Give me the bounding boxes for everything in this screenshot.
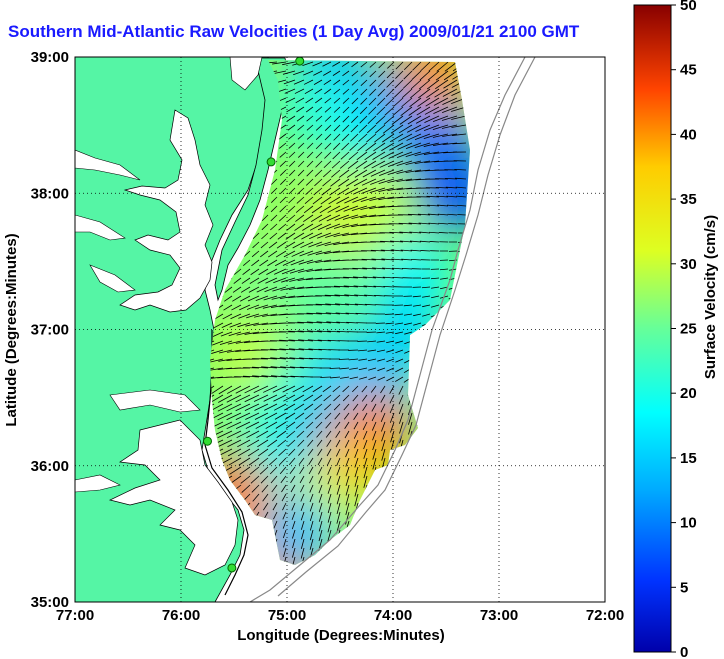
y-tick-label: 35:00: [31, 594, 69, 611]
plot-frame: [74, 56, 606, 603]
speed-sample: [291, 250, 368, 327]
y-tick-label: 37:00: [31, 322, 69, 339]
y-tick-label: 38:00: [31, 185, 69, 202]
y-tick-label: 36:00: [31, 458, 69, 475]
grid-lines: [75, 57, 605, 602]
colorbar: [633, 4, 672, 653]
station-marker: [266, 157, 276, 167]
colorbar-tick-label: 10: [680, 515, 697, 532]
map-title: Southern Mid-Atlantic Raw Velocities (1 …: [8, 22, 580, 41]
x-tick-label: 77:00: [56, 607, 94, 624]
colorbar-tick-label: 35: [680, 191, 697, 208]
x-tick-label: 76:00: [162, 607, 200, 624]
albemarle-sound: [109, 389, 201, 413]
colorbar-tick-label: 30: [680, 256, 697, 273]
x-tick-label: 72:00: [586, 607, 624, 624]
isobath-2: [277, 57, 536, 597]
x-tick-label: 74:00: [374, 607, 412, 624]
colorbar-tick-label: 40: [680, 126, 697, 143]
colorbar-tick-label: 45: [680, 62, 697, 79]
colorbar-tick-label: 25: [680, 321, 697, 338]
colorbar-tick-label: 20: [680, 385, 697, 402]
isobath-1: [249, 57, 526, 602]
colorbar-label: Surface Velocity (cm/s): [702, 215, 719, 379]
delaware-bay: [229, 57, 263, 91]
river-1: [75, 149, 141, 181]
station-marker: [227, 563, 237, 573]
x-tick-labels: 77:00 76:00 75:00 74:00 73:00 72:00: [56, 607, 624, 624]
x-tick-label: 73:00: [480, 607, 518, 624]
x-tick-label: 75:00: [268, 607, 306, 624]
speed-sample: [418, 155, 470, 232]
station-marker: [203, 436, 212, 446]
colorbar-tick-label: 0: [680, 644, 688, 659]
colorbar-tick-label: 50: [680, 0, 697, 14]
speed-sample: [259, 495, 336, 565]
river-4: [75, 474, 121, 493]
chesapeake-bay: [119, 109, 214, 313]
colorbar-tick-label: 15: [680, 450, 697, 467]
x-axis-label: Longitude (Degrees:Minutes): [237, 627, 445, 644]
river-3: [89, 264, 136, 293]
station-marker: [295, 57, 305, 66]
y-tick-labels: 39:00 38:00 37:00 36:00 35:00: [31, 49, 69, 611]
y-tick-label: 39:00: [31, 49, 69, 66]
colorbar-tick-label: 5: [680, 579, 688, 596]
river-2: [75, 214, 126, 241]
outer-banks: [204, 330, 249, 596]
pamlico-sound: [108, 419, 239, 576]
peninsula: [214, 57, 291, 302]
y-axis-label: Latitude (Degrees:Minutes): [3, 233, 20, 426]
